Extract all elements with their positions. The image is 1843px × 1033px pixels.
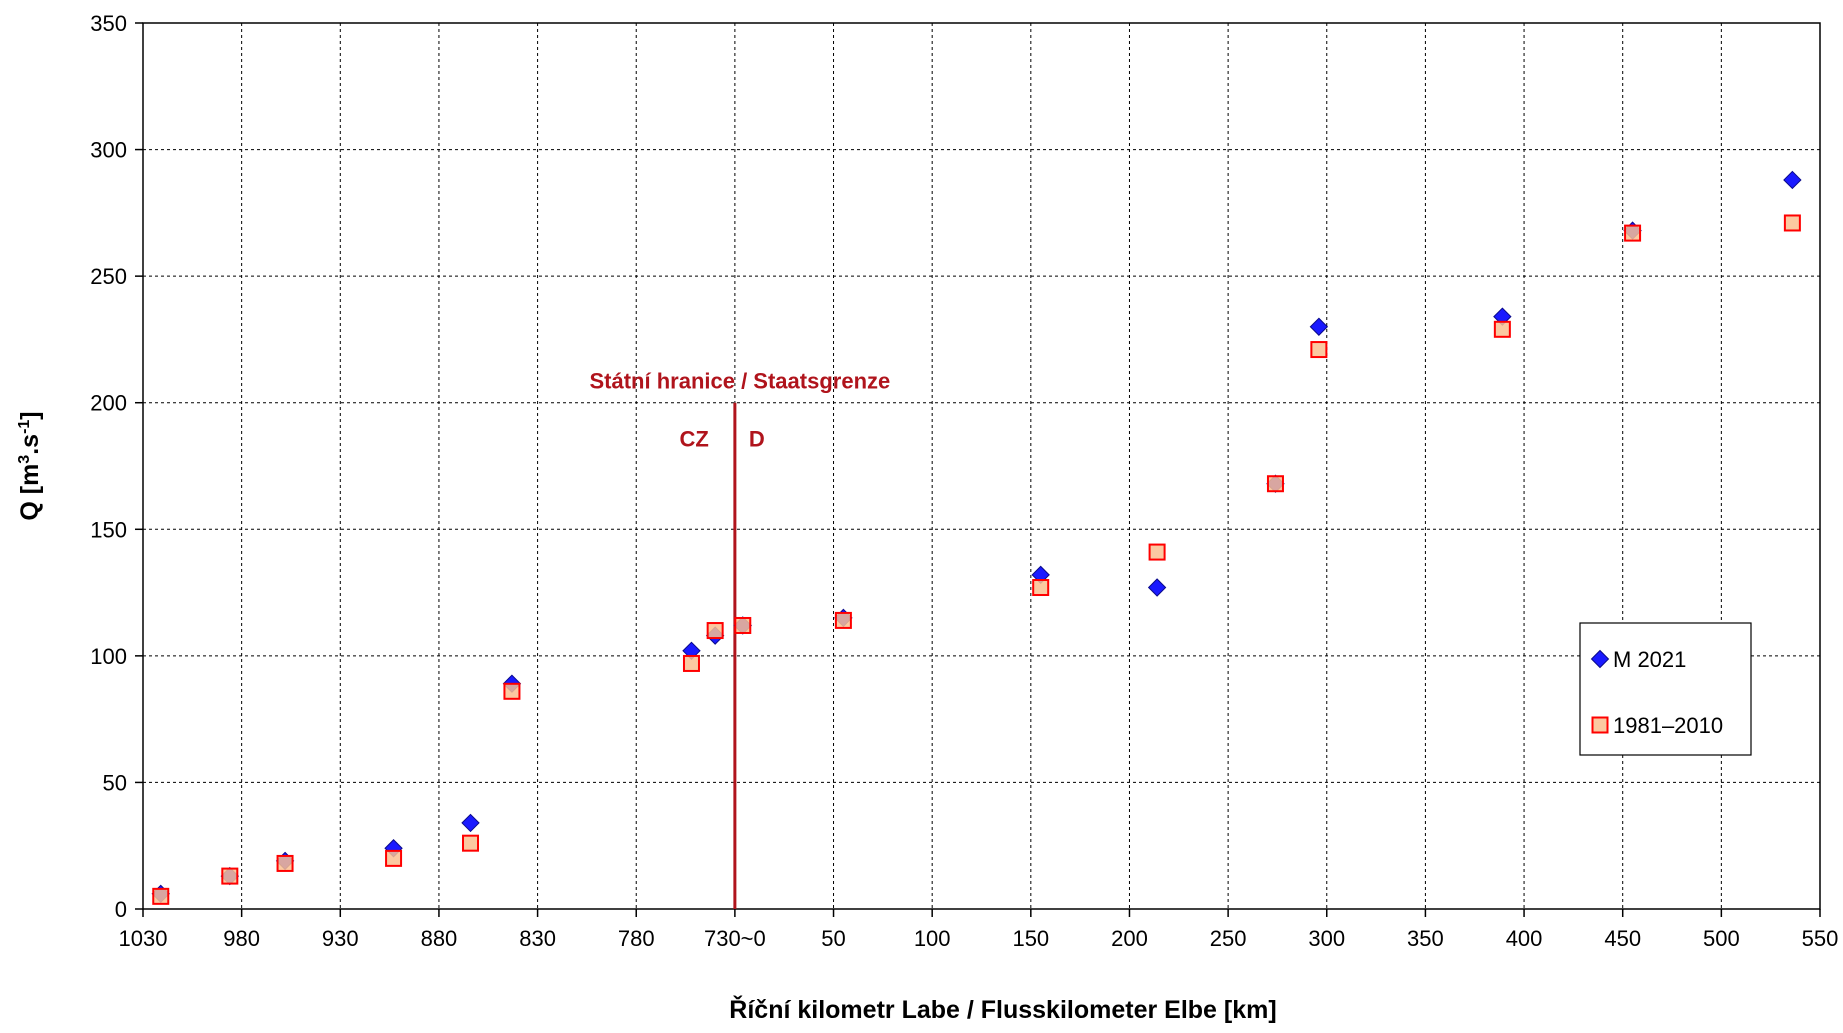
y-tick-label: 50 bbox=[103, 770, 127, 795]
plot-area-frame bbox=[142, 22, 1821, 910]
state-border-annotation: Státní hranice / Staatsgrenze CZ D bbox=[589, 369, 890, 909]
x-tick-label: 250 bbox=[1210, 926, 1247, 951]
data-point bbox=[152, 887, 170, 905]
data-point bbox=[462, 834, 480, 852]
series-m-2021 bbox=[151, 170, 1802, 904]
data-point bbox=[734, 616, 752, 634]
y-axis-title: Q [m3.s-1] bbox=[16, 411, 44, 520]
x-tick-label: 930 bbox=[322, 926, 359, 951]
data-point bbox=[385, 849, 403, 867]
x-tick-label: 980 bbox=[223, 926, 260, 951]
x-tick-label: 200 bbox=[1111, 926, 1148, 951]
x-axis-ticks: 1030 980 930 880 830 780 730~0 50 100 150 200 250 30… bbox=[119, 909, 1839, 951]
border-label-d: D bbox=[749, 427, 765, 452]
x-tick-label: 880 bbox=[421, 926, 458, 951]
x-tick-label: 100 bbox=[914, 926, 951, 951]
series-1981-2010 bbox=[152, 214, 1801, 905]
y-tick-label: 250 bbox=[90, 264, 127, 289]
data-point bbox=[682, 654, 700, 672]
x-tick-label: 150 bbox=[1012, 926, 1049, 951]
data-point bbox=[834, 611, 852, 629]
y-tick-label: 150 bbox=[90, 517, 127, 542]
data-point bbox=[1493, 320, 1511, 338]
data-point bbox=[503, 682, 521, 700]
grid-lines bbox=[143, 22, 1820, 909]
legend-label: M 2021 bbox=[1613, 647, 1686, 672]
x-tick-label: 550 bbox=[1802, 926, 1839, 951]
data-point bbox=[1266, 475, 1284, 493]
data-point bbox=[706, 622, 724, 640]
data-point bbox=[1310, 341, 1328, 359]
x-tick-label: 830 bbox=[519, 926, 556, 951]
legend: M 2021 1981–2010 bbox=[1579, 622, 1752, 756]
y-tick-label: 300 bbox=[90, 138, 127, 163]
data-point bbox=[1148, 543, 1166, 561]
data-point bbox=[276, 854, 294, 872]
y-tick-label: 350 bbox=[90, 11, 127, 36]
legend-marker bbox=[1590, 649, 1610, 669]
x-tick-label: 1030 bbox=[119, 926, 168, 951]
data-point bbox=[221, 867, 239, 885]
data-point bbox=[1783, 170, 1802, 190]
y-tick-label: 100 bbox=[90, 644, 127, 669]
legend-label: 1981–2010 bbox=[1613, 713, 1723, 738]
data-point bbox=[1624, 224, 1642, 242]
data-point bbox=[1309, 317, 1329, 336]
data-point bbox=[1783, 214, 1801, 232]
border-label-cz: CZ bbox=[680, 427, 709, 452]
data-point bbox=[1147, 578, 1167, 597]
data-point bbox=[461, 813, 480, 833]
x-tick-label: 780 bbox=[618, 926, 655, 951]
state-border-title: Státní hranice / Staatsgrenze bbox=[589, 369, 890, 394]
y-tick-label: 0 bbox=[115, 897, 127, 922]
x-tick-label: 400 bbox=[1506, 926, 1543, 951]
x-tick-label: 730~0 bbox=[704, 926, 766, 951]
data-point bbox=[1032, 579, 1050, 597]
x-tick-label: 300 bbox=[1308, 926, 1345, 951]
x-tick-label: 50 bbox=[821, 926, 845, 951]
y-tick-label: 200 bbox=[90, 391, 127, 416]
y-axis-ticks: 0 50 100 150 200 250 300 350 bbox=[90, 11, 143, 922]
x-tick-label: 350 bbox=[1407, 926, 1444, 951]
data-points bbox=[151, 170, 1802, 905]
x-tick-label: 500 bbox=[1703, 926, 1740, 951]
x-axis-title: Říční kilometr Labe / Flusskilometer Elb… bbox=[729, 994, 1276, 1024]
legend-marker bbox=[1591, 716, 1609, 734]
x-tick-label: 450 bbox=[1604, 926, 1641, 951]
